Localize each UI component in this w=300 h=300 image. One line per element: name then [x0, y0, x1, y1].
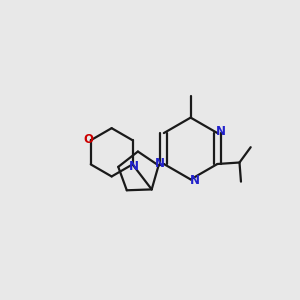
Text: O: O [83, 133, 93, 146]
Text: N: N [190, 174, 200, 187]
Text: N: N [216, 125, 226, 138]
Text: N: N [154, 157, 164, 170]
Text: N: N [129, 160, 139, 173]
